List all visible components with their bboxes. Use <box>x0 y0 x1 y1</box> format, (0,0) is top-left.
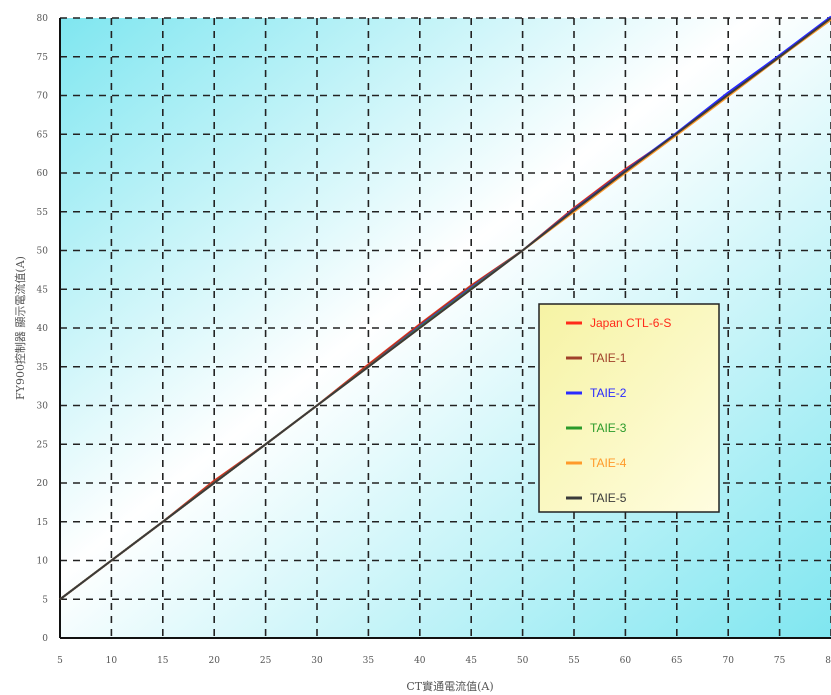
x-tick-label: 15 <box>157 656 169 666</box>
legend-label: TAIE-5 <box>590 491 627 505</box>
y-axis-title: FY900控制器 顯示電流值(A) <box>13 256 27 400</box>
y-tick-label: 65 <box>37 130 49 140</box>
y-tick-label: 70 <box>37 92 49 102</box>
x-ticks: 5 10 15 20 25 30 35 40 45 50 55 60 65 70 75 80 <box>57 656 831 666</box>
x-tick-label: 20 <box>208 656 220 666</box>
x-tick-label: 50 <box>517 656 529 666</box>
x-tick-label: 30 <box>311 656 323 666</box>
axes <box>59 18 831 639</box>
x-tick-label: 75 <box>774 656 786 666</box>
series-line-5 <box>59 17 831 601</box>
y-tick-label: 55 <box>37 208 49 218</box>
y-tick-label: 40 <box>37 324 49 334</box>
series-lines <box>59 15 831 601</box>
y-tick-label: 75 <box>37 53 49 63</box>
x-tick-label: 5 <box>57 656 63 666</box>
legend-label: TAIE-4 <box>590 456 627 470</box>
y-tick-label: 20 <box>37 479 49 489</box>
x-tick-label: 40 <box>414 656 426 666</box>
y-tick-label: 60 <box>37 169 49 179</box>
x-tick-label: 60 <box>620 656 632 666</box>
x-tick-label: 25 <box>260 656 272 666</box>
y-tick-label: 35 <box>37 363 49 373</box>
y-tick-label: 0 <box>42 634 48 644</box>
x-tick-label: 10 <box>106 656 118 666</box>
y-tick-label: 5 <box>42 595 48 605</box>
legend-label: TAIE-3 <box>590 421 627 435</box>
y-tick-label: 15 <box>37 518 49 528</box>
legend-box <box>538 303 720 513</box>
y-tick-label: 10 <box>37 557 49 567</box>
x-tick-label: 45 <box>465 656 477 666</box>
legend: Japan CTL-6-S TAIE-1 TAIE-2 TAIE-3 TAIE-4 TAI… <box>538 303 720 513</box>
y-tick-label: 30 <box>37 402 49 412</box>
x-tick-label: 70 <box>722 656 734 666</box>
legend-label: TAIE-2 <box>590 386 627 400</box>
y-tick-label: 25 <box>37 440 49 450</box>
x-tick-label: 80 <box>825 656 831 666</box>
y-tick-label: 45 <box>37 285 49 295</box>
x-tick-label: 35 <box>363 656 375 666</box>
y-tick-label: 50 <box>37 247 49 257</box>
y-tick-label: 80 <box>37 14 49 24</box>
legend-label: TAIE-1 <box>590 351 627 365</box>
x-axis-title: CT實通電流值(A) <box>406 679 493 693</box>
legend-label: Japan CTL-6-S <box>590 316 671 330</box>
y-ticks: 0 5 10 15 20 25 30 35 40 45 50 55 60 65 70 75 80 <box>37 14 49 644</box>
x-tick-label: 55 <box>568 656 580 666</box>
x-tick-label: 65 <box>671 656 683 666</box>
